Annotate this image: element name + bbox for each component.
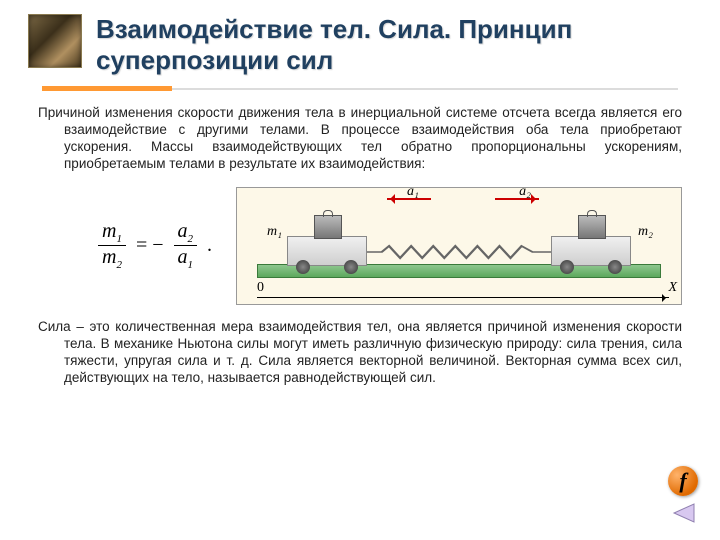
back-button[interactable] — [670, 502, 696, 524]
m1-label: m₁ — [267, 224, 282, 240]
m2-label: m₂ — [638, 224, 653, 240]
rail — [257, 264, 661, 278]
formula-button-label: f — [679, 468, 686, 494]
spring-icon — [367, 244, 551, 260]
formula-button[interactable]: f — [668, 466, 698, 496]
cart-left — [287, 236, 367, 266]
carts-diagram: a₁ a₂ m₁ m₂ — [236, 187, 682, 305]
title-divider — [42, 86, 678, 91]
a1-arrow-label: a₁ — [407, 187, 419, 200]
axis-origin: 0 — [257, 280, 264, 296]
triangle-left-icon — [670, 502, 696, 524]
intro-paragraph: Причиной изменения скорости движения тел… — [28, 105, 692, 173]
force-paragraph: Сила – это количественная мера взаимодей… — [28, 319, 692, 387]
mass-ratio-formula: m1 m2 = − a2 a1 . — [38, 220, 216, 271]
axis-x-label: X — [668, 280, 677, 296]
cart-right — [551, 236, 631, 266]
slide-title: Взаимодействие тел. Сила. Принцип суперп… — [96, 14, 692, 76]
x-axis — [257, 297, 669, 298]
slide-logo — [28, 14, 82, 68]
a2-arrow-label: a₂ — [519, 187, 531, 200]
